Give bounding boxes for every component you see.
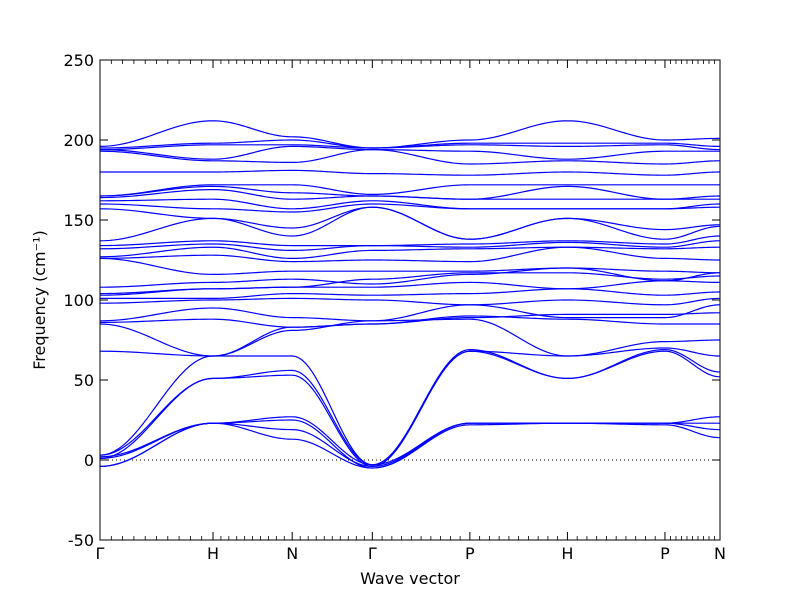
band-line-18	[99, 246, 721, 263]
y-tick-label: -50	[68, 531, 94, 550]
band-line-10	[99, 312, 721, 328]
band-line-1	[99, 422, 721, 469]
x-tick-label: H	[207, 544, 219, 563]
band-line-16	[99, 267, 721, 288]
y-tick-label: 150	[63, 211, 94, 230]
band-line-23	[99, 206, 721, 240]
y-axis-ticks: -50 0 50 100 150 200 250	[63, 51, 720, 550]
series-group	[99, 120, 721, 469]
y-tick-label: 0	[84, 451, 94, 470]
y-tick-label: 250	[63, 51, 94, 70]
band-line-9	[99, 315, 720, 357]
band-line-33	[99, 139, 721, 149]
band-line-12	[99, 297, 721, 306]
band-line-34	[99, 120, 721, 149]
x-tick-label: Γ	[368, 544, 377, 563]
band-line-11	[99, 304, 721, 322]
x-tick-label: Γ	[96, 544, 105, 563]
y-axis-label: Frequency (cm⁻¹)	[30, 230, 49, 369]
x-tick-label: P	[465, 544, 475, 563]
band-line-29	[100, 169, 721, 176]
band-line-32	[99, 144, 721, 151]
y-tick-label: 100	[63, 291, 94, 310]
band-line-28	[99, 184, 720, 197]
y-tick-label: 50	[74, 371, 94, 390]
band-line-19	[99, 246, 721, 260]
band-line-31	[99, 145, 720, 160]
band-line-30	[99, 148, 721, 165]
x-tick-label: H	[561, 544, 573, 563]
y-tick-label: 200	[63, 131, 94, 150]
band-line-27	[99, 185, 721, 200]
band-line-20	[99, 240, 721, 252]
x-tick-label: N	[714, 544, 726, 563]
x-axis-label: Wave vector	[360, 569, 460, 588]
band-line-15	[99, 272, 721, 295]
band-line-13	[100, 288, 721, 299]
band-line-4	[99, 416, 721, 466]
band-line-21	[99, 235, 721, 247]
band-line-25	[99, 198, 721, 210]
band-line-7	[99, 347, 721, 466]
minor-ticks	[110, 60, 715, 540]
x-tick-label: P	[660, 544, 670, 563]
band-line-17	[99, 257, 721, 276]
x-tick-label: N	[286, 544, 298, 563]
